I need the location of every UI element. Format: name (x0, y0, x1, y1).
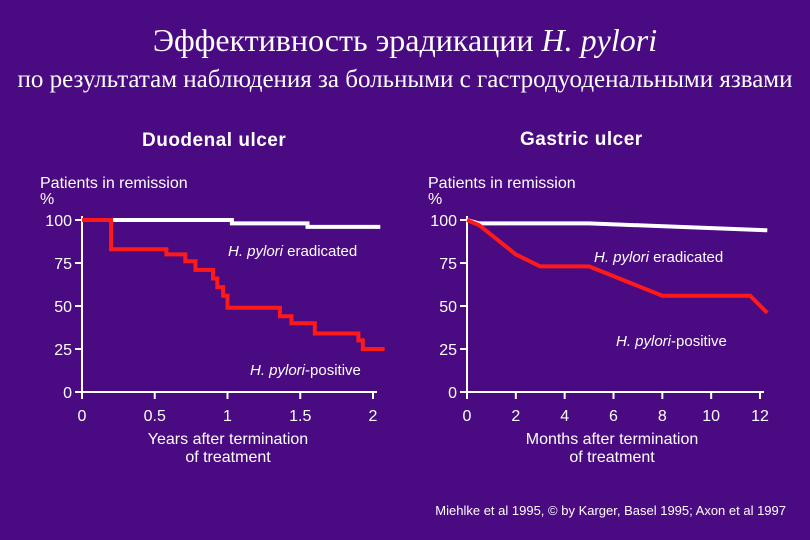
page-title: Эффективность эрадикации H. pylori (0, 22, 810, 58)
page-subtitle: по результатам наблюдения за больными с … (17, 66, 793, 93)
gastric-xlabel-line-0: Months after termination (526, 431, 699, 448)
duodenal-xtick-label-2: 1 (223, 408, 232, 425)
duodenal-xtick-label-1: 0.5 (144, 408, 166, 425)
duodenal-ytick-label-0: 0 (63, 385, 72, 402)
duodenal-chart-title: Duodenal ulcer (142, 130, 287, 151)
gastric-ytick-label-2: 50 (439, 299, 457, 316)
gastric-ylabel-line-1: % (428, 191, 442, 208)
source-citation: Miehlke et al 1995, © by Karger, Basel 1… (435, 503, 786, 518)
duodenal-series-eradicated-line (82, 218, 381, 229)
duodenal-xtick-label-0: 0 (78, 408, 87, 425)
gastric-ytick-label-0: 0 (448, 385, 457, 402)
gastric-xtick-label-2: 4 (560, 408, 569, 425)
gastric-ylabel-line-0: Patients in remission (428, 175, 576, 192)
gastric-xtick-label-5: 10 (702, 408, 720, 425)
gastric-xtick-label-0: 0 (463, 408, 472, 425)
gastric-chart-title: Gastric ulcer (520, 129, 643, 150)
duodenal-xlabel-line-1: of treatment (185, 449, 271, 466)
gastric-ytick-label-1: 25 (439, 342, 457, 359)
duodenal-ylabel-line-0: Patients in remission (40, 175, 188, 192)
duodenal-series-label-eradicated: H. pylori eradicated (228, 243, 357, 260)
duodenal-series-label-positive: H. pylori-positive (250, 362, 361, 379)
duodenal-xtick-label-4: 2 (369, 408, 378, 425)
title-italic: H. pylori (541, 22, 658, 58)
duodenal-series-positive-line (82, 218, 385, 351)
gastric-series-label-positive: H. pylori-positive (616, 333, 727, 350)
gastric-xtick-label-1: 2 (511, 408, 520, 425)
gastric-xtick-label-3: 6 (609, 408, 618, 425)
duodenal-ytick-label-1: 25 (54, 342, 72, 359)
duodenal-ylabel-line-1: % (40, 191, 54, 208)
title-main: Эффективность эрадикации (152, 22, 542, 58)
gastric-series-label-eradicated: H. pylori eradicated (594, 249, 723, 266)
gastric-series-positive-line (466, 218, 769, 315)
duodenal-ytick-label-4: 100 (45, 213, 72, 230)
gastric-xtick-label-4: 8 (658, 408, 667, 425)
duodenal-xtick-label-3: 1.5 (289, 408, 311, 425)
gastric-series-eradicated-line (466, 218, 768, 233)
gastric-xtick-label-6: 12 (751, 408, 769, 425)
duodenal-ytick-label-3: 75 (54, 256, 72, 273)
gastric-xlabel-line-1: of treatment (569, 449, 655, 466)
gastric-ytick-label-4: 100 (430, 213, 457, 230)
duodenal-xlabel-line-0: Years after termination (148, 431, 308, 448)
duodenal-ytick-label-2: 50 (54, 299, 72, 316)
gastric-ytick-label-3: 75 (439, 256, 457, 273)
